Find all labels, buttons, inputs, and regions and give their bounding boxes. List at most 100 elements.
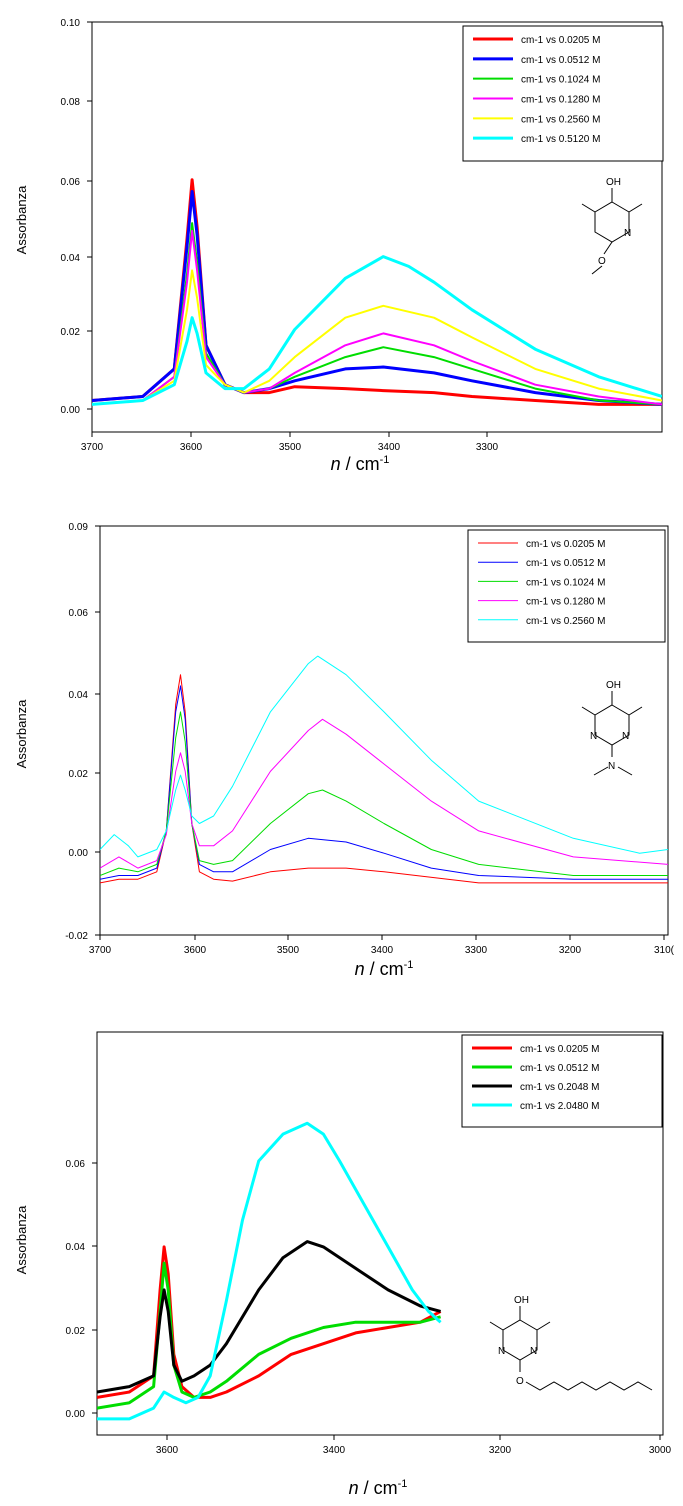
bond-nme-left — [593, 766, 609, 776]
y-axis-label: Assorbanza — [14, 185, 29, 254]
x-axis-symbol: n — [349, 1478, 359, 1498]
legend-label: cm-1 vs 0.1280 M — [526, 597, 605, 608]
plot-frame — [91, 21, 663, 433]
y-tick-label: 0.04 — [69, 690, 89, 701]
legend-label: cm-1 vs 0.2048 M — [520, 1082, 599, 1093]
y-tick-label: 0.08 — [61, 97, 81, 108]
series-line-2 — [97, 1261, 441, 1410]
y-tick-label: 0.02 — [69, 769, 89, 780]
bond-o — [603, 241, 613, 255]
legend-label: cm-1 vs 0.0205 M — [521, 35, 600, 46]
bond-methoxy — [591, 265, 603, 275]
y-tick-label: 0.06 — [69, 608, 89, 619]
substituent-n-right: N — [622, 731, 629, 742]
series-line-1 — [97, 1245, 442, 1399]
substituent-oh: OH — [606, 680, 621, 691]
legend-label: cm-1 vs 2.0480 M — [520, 1101, 599, 1112]
legend: cm-1 vs 0.0205 M cm-1 vs 0.0512 M cm-1 vs … — [462, 25, 664, 162]
substituent-n: N — [624, 228, 631, 239]
y-tick-label: 0.06 — [66, 1159, 86, 1170]
bond-methyl-left — [581, 706, 596, 716]
y-tick-label: 0.06 — [61, 177, 81, 188]
series-line-4 — [97, 1121, 442, 1421]
x-axis-label: n / cm-1 — [349, 1478, 408, 1498]
y-tick-label: -0.02 — [65, 931, 88, 942]
legend-label: cm-1 vs 0.0205 M — [526, 539, 605, 550]
molecule-structure: OH N O — [581, 177, 643, 275]
substituent-oh: OH — [514, 1295, 529, 1306]
x-axis-unit: / cm — [359, 1478, 398, 1498]
chart-2: 3700 3600 3500 3400 3300 3200 310(-0.02 0.00 0.0… — [14, 522, 675, 979]
legend-label: cm-1 vs 0.1280 M — [521, 95, 600, 106]
legend-label: cm-1 vs 0.2560 M — [521, 114, 600, 125]
y-tick-label: 0.00 — [61, 405, 81, 416]
x-tick-label: 3200 — [489, 1445, 512, 1456]
plot-frame — [99, 525, 669, 936]
x-tick-label: 3600 — [156, 1445, 179, 1456]
x-tick-label: 3300 — [465, 945, 488, 956]
x-tick-label: 3600 — [180, 442, 203, 453]
substituent-o: O — [598, 256, 606, 267]
y-axis-label: Assorbanza — [14, 699, 29, 768]
series-line-3 — [100, 711, 668, 876]
x-axis-symbol: n — [331, 454, 341, 474]
plot-frame — [96, 1031, 664, 1436]
chart-1: 3700 3600 3500 3400 3300 0.00 0.02 0.04 0.06 0.08… — [14, 18, 664, 474]
x-tick-label: 3000 — [649, 1445, 672, 1456]
legend-label: cm-1 vs 0.0512 M — [520, 1063, 599, 1074]
y-tick-label: 0.00 — [69, 848, 89, 859]
substituent-bottom: N — [608, 761, 615, 772]
legend-label: cm-1 vs 0.0205 M — [520, 1044, 599, 1055]
series-line-4 — [100, 718, 668, 869]
x-axis-exponent: -1 — [404, 959, 414, 971]
x-axis-symbol: n — [355, 959, 365, 979]
x-tick-label: 3300 — [476, 442, 499, 453]
x-tick-label: 3200 — [559, 945, 582, 956]
substituent-n-left: N — [590, 731, 597, 742]
x-tick-label: 3400 — [378, 442, 401, 453]
x-axis-exponent: -1 — [380, 454, 390, 466]
y-tick-label: 0.10 — [61, 18, 81, 29]
series-line-5 — [100, 655, 668, 858]
x-tick-label: 310( — [654, 945, 675, 956]
legend-label: cm-1 vs 0.1024 M — [521, 75, 600, 86]
bond-methyl-right — [628, 706, 643, 716]
substituent-oh: OH — [606, 177, 621, 188]
x-axis-unit: / cm — [365, 959, 404, 979]
molecule-structure: OH N N N — [581, 680, 643, 776]
legend-label: cm-1 vs 0.0512 M — [521, 55, 600, 66]
alkyl-chain — [525, 1381, 653, 1391]
series-line-2 — [100, 685, 668, 880]
substituent-n-right: N — [530, 1346, 537, 1357]
x-axis-unit: / cm — [341, 454, 380, 474]
chart-3: 3600 3400 3200 3000 0.00 0.02 0.04 0.06 Assorban… — [14, 1031, 672, 1498]
bond-nme-right — [617, 766, 633, 776]
y-tick-label: 0.02 — [66, 1326, 86, 1337]
x-tick-label: 3500 — [277, 945, 300, 956]
x-tick-label: 3600 — [184, 945, 207, 956]
bond-methyl-right — [628, 203, 643, 213]
x-axis-label: n / cm-1 — [331, 454, 390, 474]
bond-methyl-left — [581, 203, 596, 213]
legend-label: cm-1 vs 0.5120 M — [521, 134, 600, 145]
substituent-n-left: N — [498, 1346, 505, 1357]
y-tick-label: 0.04 — [66, 1242, 86, 1253]
x-tick-label: 3500 — [279, 442, 302, 453]
bond-methyl-left — [489, 1321, 504, 1331]
y-tick-label: 0.04 — [61, 253, 81, 264]
x-tick-label: 3400 — [371, 945, 394, 956]
x-tick-label: 3700 — [81, 442, 104, 453]
molecule-structure: OH N N O — [489, 1295, 653, 1391]
legend: cm-1 vs 0.0205 M cm-1 vs 0.0512 M cm-1 vs … — [461, 1034, 663, 1128]
legend-label: cm-1 vs 0.1024 M — [526, 577, 605, 588]
series-line-3 — [97, 1240, 441, 1394]
bond-methyl-right — [536, 1321, 551, 1331]
legend: cm-1 vs 0.0205 M cm-1 vs 0.0512 M cm-1 vs … — [467, 529, 666, 643]
substituent-bottom: O — [516, 1376, 524, 1387]
y-axis-label: Assorbanza — [14, 1205, 29, 1274]
x-tick-label: 3400 — [323, 1445, 346, 1456]
series-line-1 — [100, 674, 668, 884]
legend-box — [467, 529, 666, 643]
series-line-5 — [92, 269, 662, 406]
